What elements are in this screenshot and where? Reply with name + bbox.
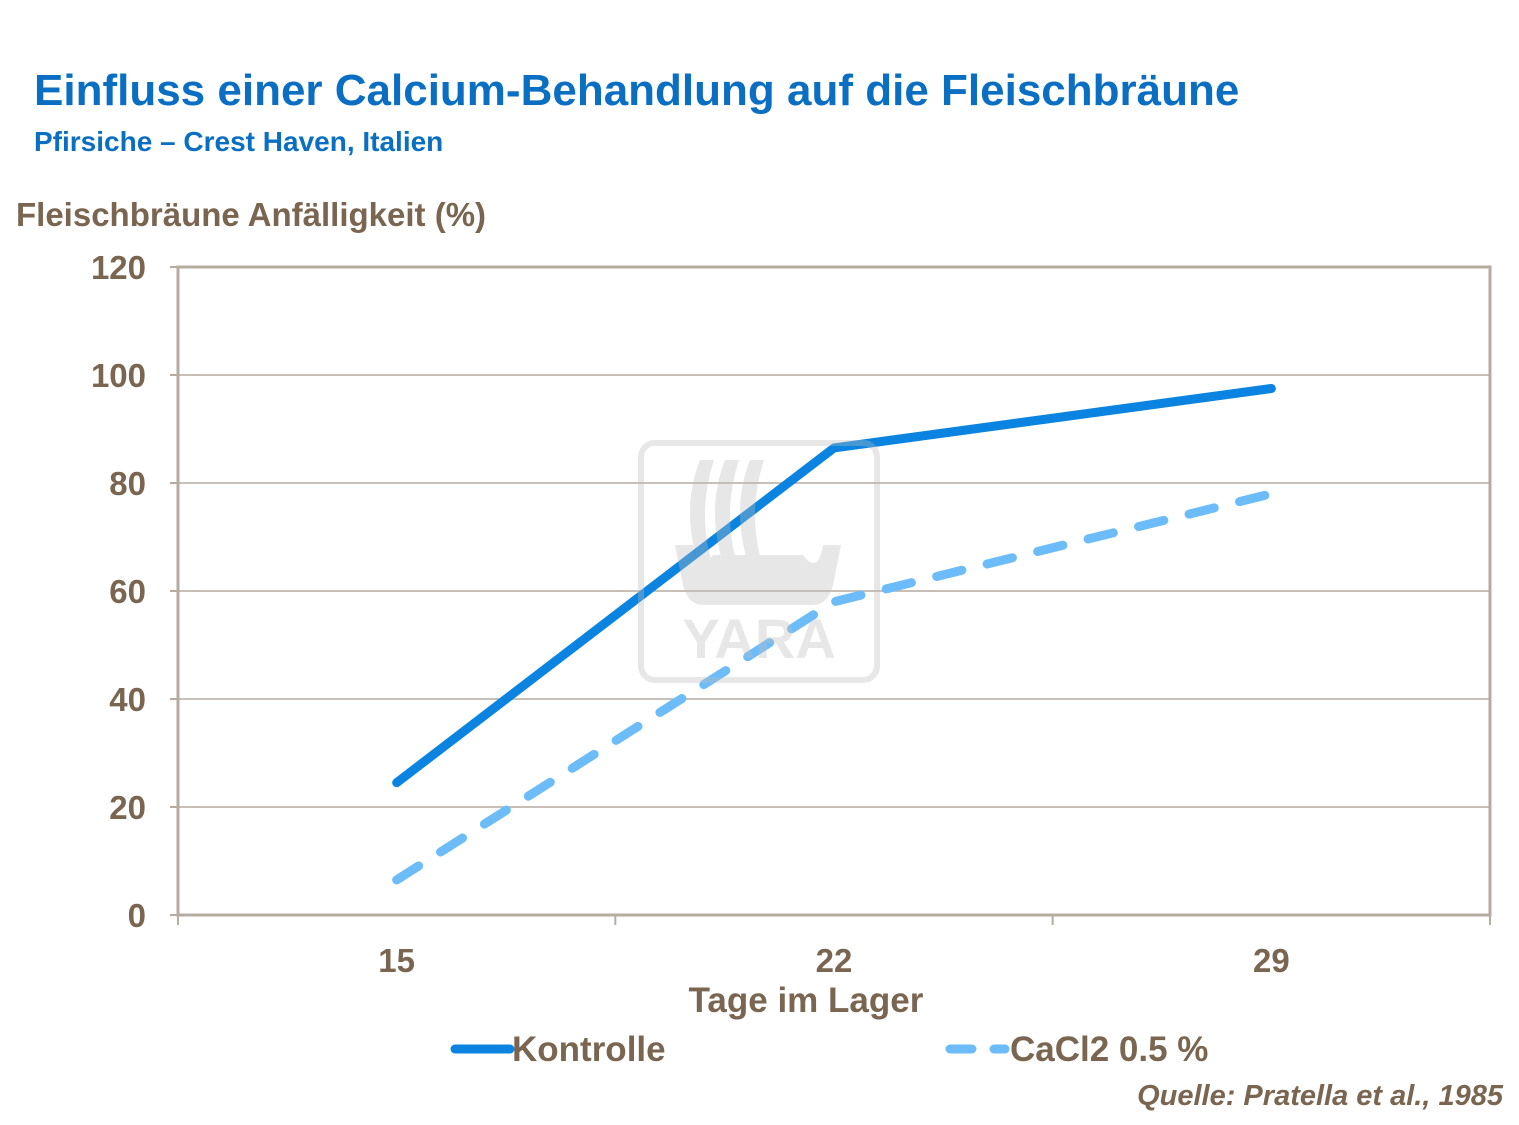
y-tick-label: 100 bbox=[91, 357, 146, 394]
svg-text:YARA: YARA bbox=[682, 607, 836, 670]
chart-title: Einfluss einer Calcium-Behandlung auf di… bbox=[34, 66, 1240, 115]
legend-label: CaCl2 0.5 % bbox=[1010, 1030, 1208, 1069]
chart-subtitle: Pfirsiche – Crest Haven, Italien bbox=[34, 126, 444, 157]
y-tick-label: 0 bbox=[128, 897, 146, 934]
y-tick-label: 20 bbox=[109, 789, 146, 826]
x-tick-label: 29 bbox=[1253, 942, 1290, 979]
x-axis-label: Tage im Lager bbox=[689, 981, 924, 1020]
y-tick-label: 40 bbox=[109, 681, 146, 718]
y-tick-label: 120 bbox=[91, 249, 146, 286]
yara-logo-watermark: YARA bbox=[638, 440, 880, 683]
y-tick-label: 80 bbox=[109, 465, 146, 502]
plot-frame bbox=[176, 265, 1492, 917]
y-axis-label: Fleischbräune Anfälligkeit (%) bbox=[16, 196, 487, 233]
legend-label: Kontrolle bbox=[512, 1030, 666, 1069]
source-note: Quelle: Pratella et al., 1985 bbox=[1137, 1080, 1503, 1112]
x-tick-label: 22 bbox=[816, 942, 853, 979]
series-line-kontrolle bbox=[392, 384, 1276, 788]
x-tick-label: 15 bbox=[378, 942, 415, 979]
y-tick-label: 60 bbox=[109, 573, 146, 610]
